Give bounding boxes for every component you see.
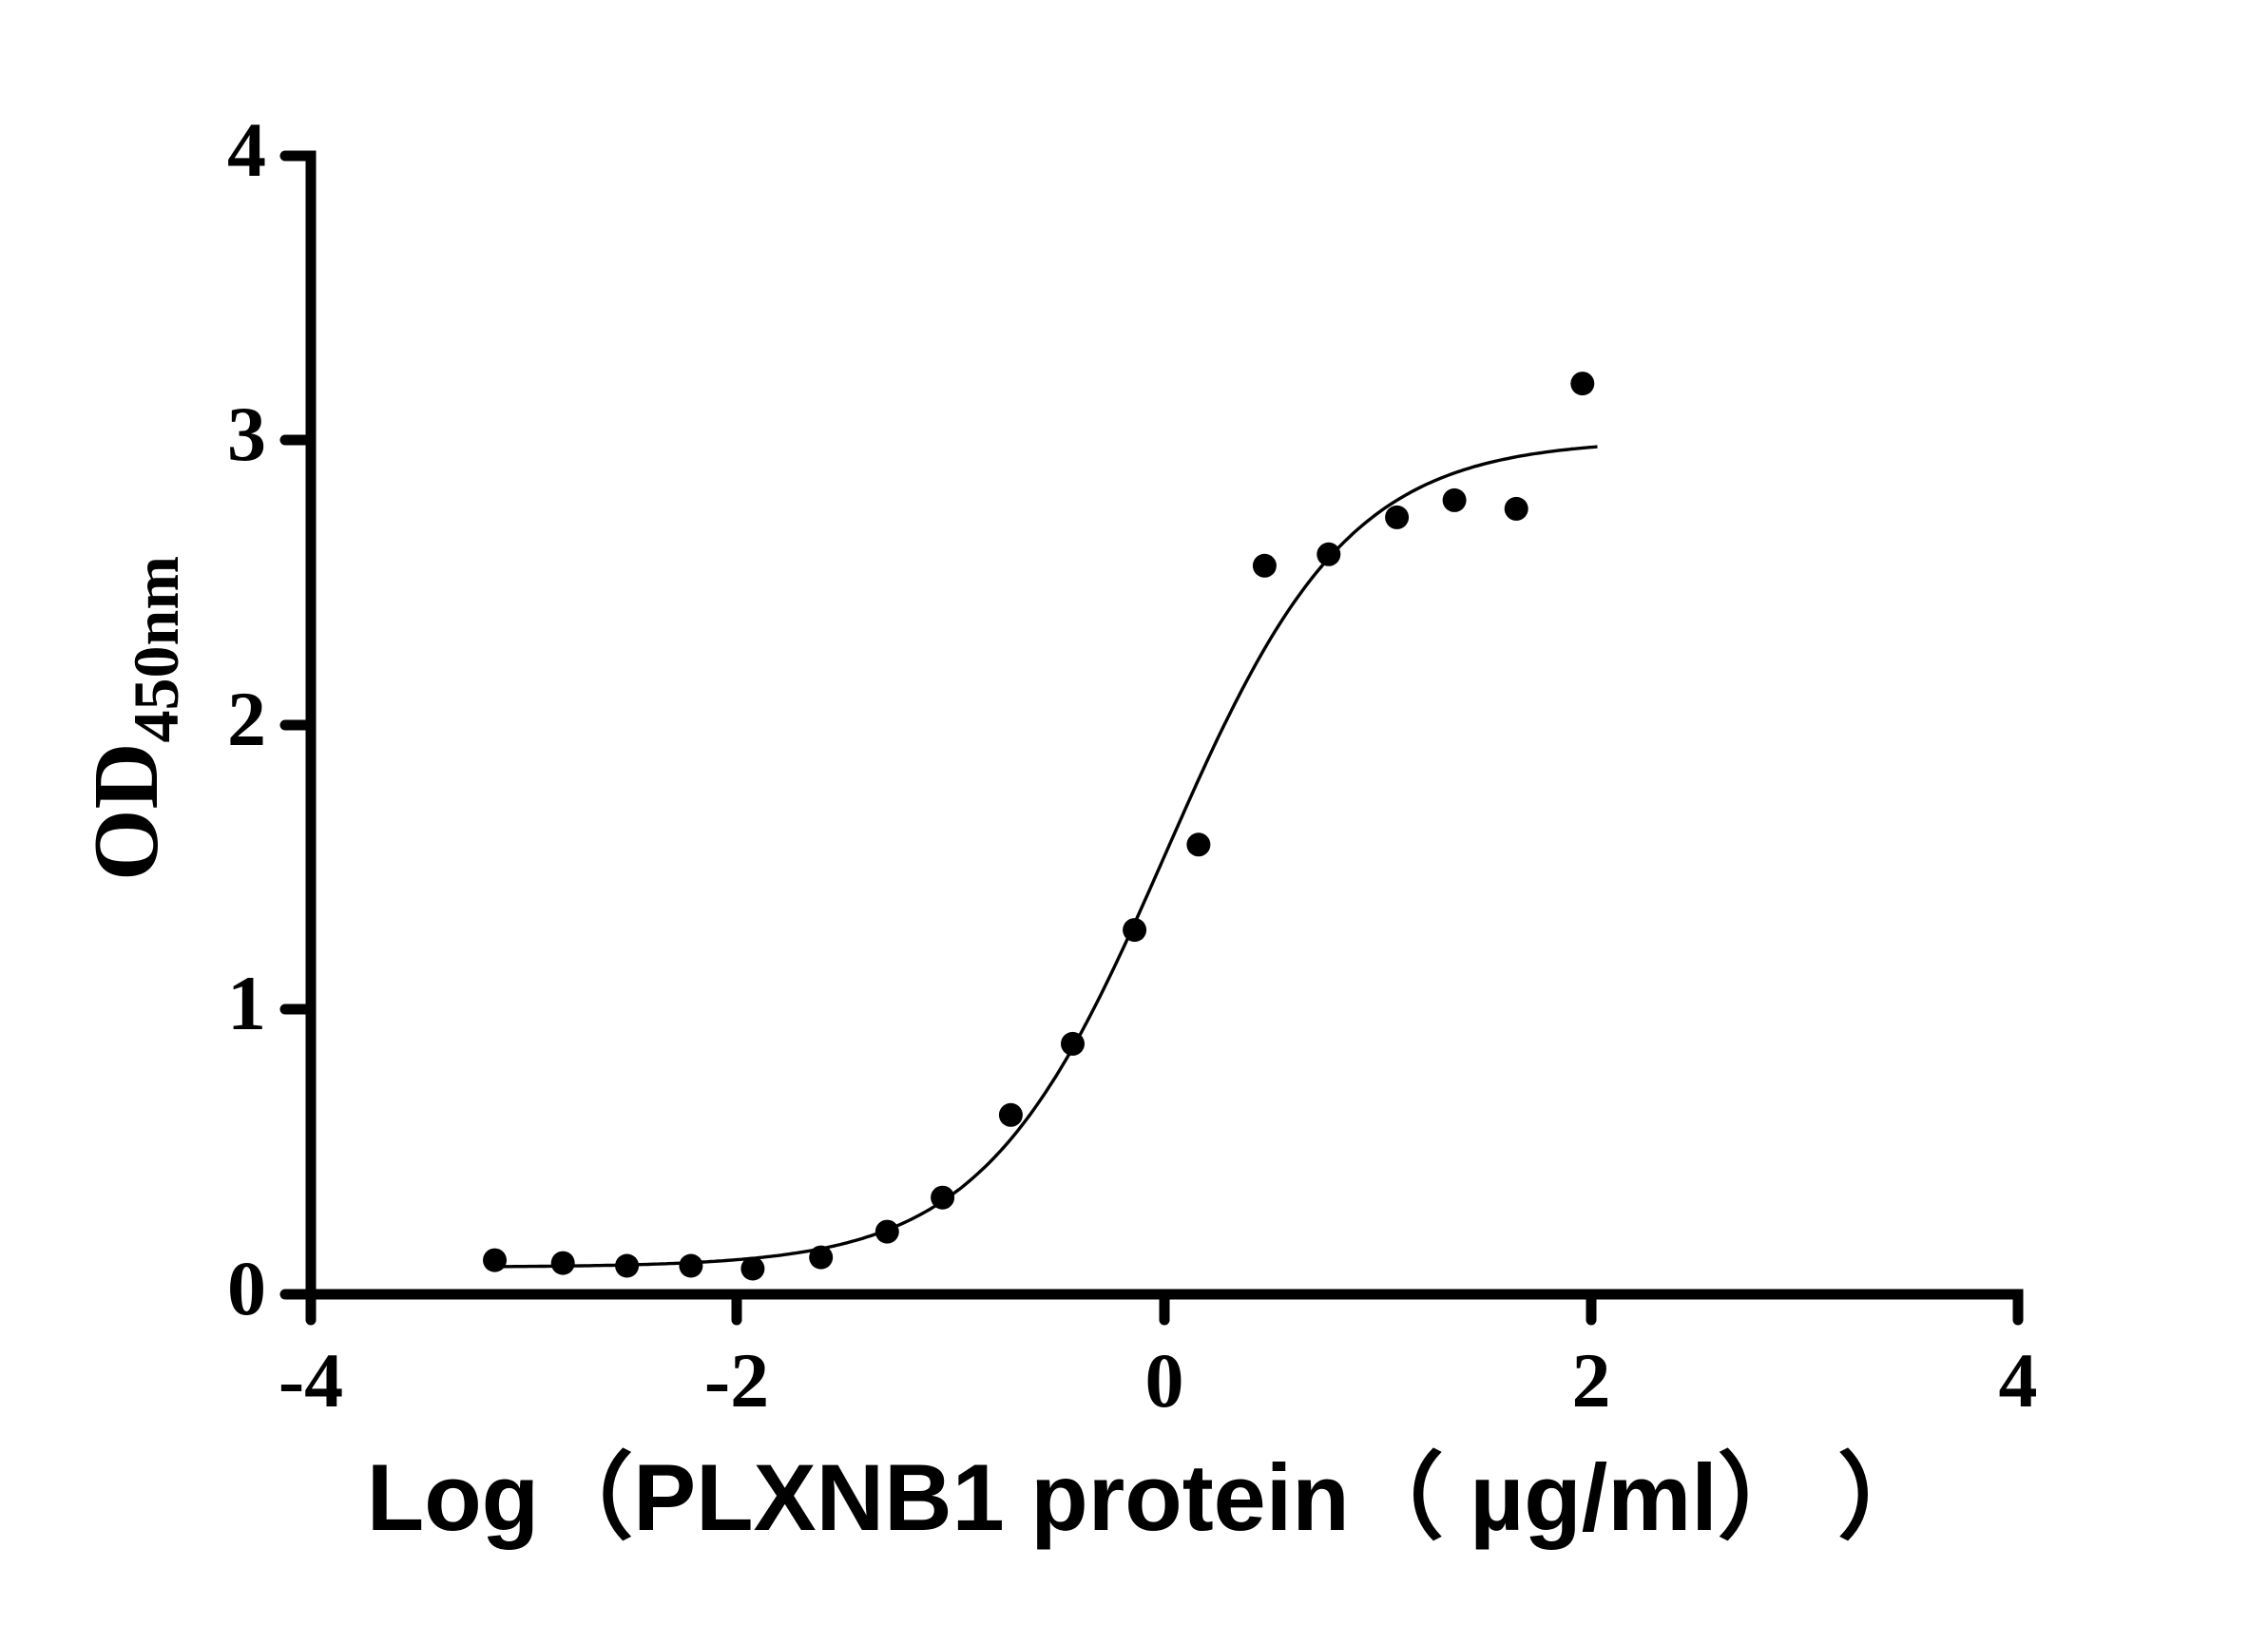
svg-text:1: 1	[227, 960, 266, 1046]
svg-text:4: 4	[1999, 1337, 2038, 1424]
svg-text:-2: -2	[704, 1337, 769, 1424]
svg-text:0: 0	[1145, 1337, 1184, 1424]
svg-text:Log（PLXNB1 protein（ µg/ml） ）: Log（PLXNB1 protein（ µg/ml） ）	[367, 1444, 1932, 1550]
svg-text:4: 4	[227, 106, 266, 193]
svg-text:3: 3	[227, 391, 266, 477]
svg-text:-4: -4	[279, 1337, 343, 1424]
svg-text:2: 2	[1572, 1337, 1611, 1424]
svg-text:0: 0	[227, 1245, 266, 1331]
svg-text:2: 2	[227, 676, 266, 762]
